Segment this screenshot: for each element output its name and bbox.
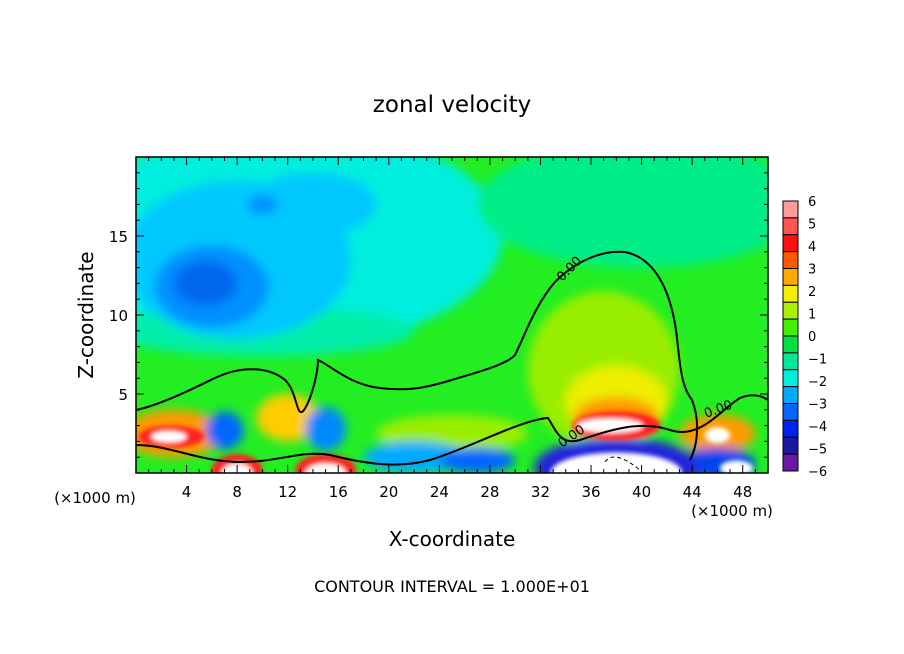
velocity-field (136, 157, 768, 473)
x-axis-label: X-coordinate (389, 527, 516, 551)
field-region (256, 394, 320, 442)
colorbar-tick-label: 6 (808, 195, 816, 210)
field-region (173, 261, 238, 306)
colorbar-tick-label: 1 (808, 308, 816, 323)
field-region (247, 194, 278, 214)
x-tick-label: 48 (733, 483, 752, 501)
field-region (205, 411, 244, 450)
colorbar-bin (782, 301, 799, 320)
colorbar-tick-label: −2 (808, 375, 827, 390)
field-region (151, 431, 187, 443)
field-region (719, 460, 753, 473)
field-region (477, 157, 768, 268)
colorbar-tick-label: 2 (808, 285, 816, 300)
colorbar-bin (782, 419, 799, 438)
field-region (439, 447, 516, 473)
zero-contour (136, 250, 698, 461)
colorbar-tick-label: −4 (808, 420, 827, 435)
y-tick-label: 15 (109, 228, 128, 246)
x-tick-label: 12 (278, 483, 297, 501)
colorbar-tick-label: 3 (808, 263, 816, 278)
colorbar-tick-label: −6 (808, 465, 827, 480)
colorbar-bin (782, 436, 799, 455)
x-tick-label: 24 (430, 483, 449, 501)
y-tick-label: 10 (109, 307, 128, 325)
x-tick-label: 44 (683, 483, 702, 501)
x-unit-label-left: (×1000 m) (54, 489, 136, 507)
x-unit-label-right: (×1000 m) (691, 502, 773, 520)
x-tick-label: 16 (329, 483, 348, 501)
x-tick-label: 4 (182, 483, 192, 501)
contour-interval-annotation: CONTOUR INTERVAL = 1.000E+01 (314, 577, 590, 596)
colorbar-bin (782, 386, 799, 404)
colorbar-tick-label: −5 (808, 443, 827, 458)
field-region (550, 452, 683, 473)
negative-contour (604, 456, 641, 471)
colorbar-bin (782, 403, 799, 421)
colorbar-bin (782, 251, 799, 269)
field-region (305, 406, 346, 451)
chart-title: zonal velocity (373, 92, 531, 118)
field-region (305, 463, 346, 473)
colorbar-bin (782, 200, 799, 219)
colorbar: 6 5 4 3 2 1 0 −1 −2 −3 −4 −5 −6 (782, 195, 827, 480)
x-tick-label: 8 (232, 483, 242, 501)
x-tick-label: 36 (581, 483, 600, 501)
y-tick-label: 5 (118, 386, 128, 404)
colorbar-bin (782, 453, 799, 472)
x-tick-label: 20 (379, 483, 398, 501)
colorbar-tick-label: −1 (808, 353, 827, 368)
colorbar-bin (782, 268, 799, 286)
colorbar-bin (782, 318, 799, 337)
colorbar-bin (782, 369, 799, 388)
colorbar-bin (782, 335, 799, 354)
colorbar-tick-label: 0 (808, 330, 816, 345)
field-region (577, 418, 643, 433)
field-region (249, 172, 377, 236)
x-tick-label: 28 (480, 483, 499, 501)
x-tick-label: 40 (632, 483, 651, 501)
field-region (704, 427, 731, 443)
y-axis-label: Z-coordinate (74, 251, 98, 378)
colorbar-bin (782, 217, 799, 236)
colorbar-tick-label: 4 (808, 240, 816, 255)
colorbar-bin (782, 234, 799, 253)
x-tick-label: 32 (531, 483, 550, 501)
colorbar-bin (782, 284, 799, 303)
zero-contour-lower (136, 394, 768, 466)
colorbar-tick-label: −3 (808, 398, 827, 413)
colorbar-tick-label: 5 (808, 218, 816, 233)
colorbar-bin (782, 352, 799, 371)
